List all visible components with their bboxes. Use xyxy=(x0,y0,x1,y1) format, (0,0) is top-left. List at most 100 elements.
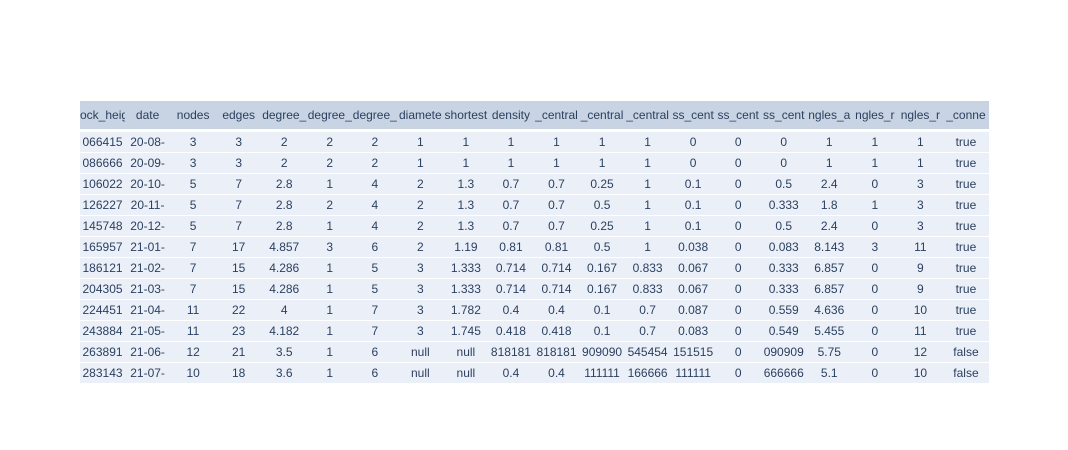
table-cell: 3 xyxy=(170,152,217,174)
table-cell: 2 xyxy=(261,152,308,174)
table-cell: 3 xyxy=(397,278,444,300)
table-cell: 2.4 xyxy=(806,215,852,237)
table-cell: 18 xyxy=(216,362,262,384)
table-cell: 11 xyxy=(170,320,217,342)
table-cell: 3 xyxy=(216,152,262,174)
table-cell: 4 xyxy=(352,173,398,195)
table-cell: 1.3 xyxy=(443,215,489,237)
table-cell: 0.087 xyxy=(670,299,716,321)
table-cell: 20-10- xyxy=(125,173,171,195)
table-cell: 1 xyxy=(624,215,671,237)
table-cell: 0.714 xyxy=(488,278,534,300)
table-cell: 4.857 xyxy=(261,236,308,258)
table-cell: 1 xyxy=(806,152,852,174)
table-cell: 165957 xyxy=(80,236,126,258)
table-cell: 0.7 xyxy=(533,215,580,237)
table-cell: 2 xyxy=(397,173,444,195)
table-cell: 086666 xyxy=(80,152,126,174)
table-cell: 3 xyxy=(897,194,943,216)
table-cell: 0.333 xyxy=(760,194,807,216)
table-cell: 7 xyxy=(216,194,262,216)
table-row: 165957 21-01- 7 17 4.857 3 6 2 1.19 0.81 0.81 0.5 1 0… xyxy=(80,236,989,258)
table-cell: 1 xyxy=(307,257,353,279)
table-cell: 1 xyxy=(851,152,898,174)
table-cell: 0 xyxy=(851,362,898,384)
table-cell: 1.782 xyxy=(443,299,489,321)
table-cell: 21-01- xyxy=(125,236,171,258)
table-cell: 1 xyxy=(307,320,353,342)
table-cell: 1 xyxy=(533,131,580,153)
table-cell: 0.4 xyxy=(533,299,580,321)
data-table: ock_heig date nodes edges degree_ degree_ degr… xyxy=(80,100,989,384)
table-cell: 818181 xyxy=(488,341,534,363)
table-cell: 166666 xyxy=(624,362,671,384)
table-row: 145748 20-12- 5 7 2.8 1 4 2 1.3 0.7 0.7 0.25 1 0.1 0 0.… xyxy=(80,215,989,237)
table-cell: 0 xyxy=(715,278,761,300)
table-cell: 0 xyxy=(851,341,898,363)
data-table-container: ock_heig date nodes edges degree_ degree_ degr… xyxy=(80,100,989,384)
table-cell: 21-06- xyxy=(125,341,171,363)
table-cell: 2 xyxy=(261,131,308,153)
table-cell: null xyxy=(397,362,444,384)
table-cell: 1 xyxy=(806,131,852,153)
table-cell: 2 xyxy=(307,131,353,153)
table-cell: 21-05- xyxy=(125,320,171,342)
table-cell: true xyxy=(942,131,989,153)
column-header: edges xyxy=(216,100,262,130)
table-cell: 0 xyxy=(851,320,898,342)
table-cell: 7 xyxy=(170,236,217,258)
table-cell: 2 xyxy=(352,131,398,153)
table-cell: 4.286 xyxy=(261,257,308,279)
table-cell: 2.8 xyxy=(261,194,308,216)
table-cell: 6 xyxy=(352,236,398,258)
table-cell: 1 xyxy=(624,173,671,195)
table-cell: 0.4 xyxy=(533,362,580,384)
table-cell: 6 xyxy=(352,341,398,363)
table-cell: 151515 xyxy=(670,341,716,363)
column-header: ss_cent xyxy=(670,100,716,130)
table-row: 283143 21-07- 10 18 3.6 1 6 null null 0.4 0.4 11111… xyxy=(80,362,989,384)
table-cell: 0.714 xyxy=(533,278,580,300)
table-cell: 1.19 xyxy=(443,236,489,258)
table-cell: 7 xyxy=(352,299,398,321)
table-cell: 1.3 xyxy=(443,194,489,216)
table-cell: 0.714 xyxy=(533,257,580,279)
table-cell: 0.81 xyxy=(488,236,534,258)
column-header: _central xyxy=(533,100,580,130)
table-cell: 3 xyxy=(397,257,444,279)
table-cell: 1.333 xyxy=(443,278,489,300)
table-cell: 0.418 xyxy=(488,320,534,342)
table-row: 243884 21-05- 11 23 4.182 1 7 3 1.745 0.418 0.418 0… xyxy=(80,320,989,342)
table-cell: 0 xyxy=(715,236,761,258)
table-row: 263891 21-06- 12 21 3.5 1 6 null null 818181 81818… xyxy=(80,341,989,363)
table-cell: 1 xyxy=(307,278,353,300)
table-cell: 1 xyxy=(624,236,671,258)
table-cell: 5.1 xyxy=(806,362,852,384)
table-cell: 2 xyxy=(397,215,444,237)
table-cell: 4.636 xyxy=(806,299,852,321)
column-header: nodes xyxy=(170,100,217,130)
table-cell: 0 xyxy=(715,152,761,174)
table-row: 106022 20-10- 5 7 2.8 1 4 2 1.3 0.7 0.7 0.25 1 0.1 0 0.… xyxy=(80,173,989,195)
column-header: ngles_r xyxy=(851,100,898,130)
table-cell: 1 xyxy=(397,152,444,174)
table-cell: 3.6 xyxy=(261,362,308,384)
table-row: 126227 20-11- 5 7 2.8 2 4 2 1.3 0.7 0.7 0.5 1 0.1 0 0.3… xyxy=(80,194,989,216)
table-cell: 0.067 xyxy=(670,278,716,300)
table-cell: 3 xyxy=(170,131,217,153)
table-cell: 12 xyxy=(897,341,943,363)
table-cell: 20-12- xyxy=(125,215,171,237)
column-header: _central xyxy=(579,100,625,130)
table-cell: 2.8 xyxy=(261,173,308,195)
table-cell: 1 xyxy=(307,215,353,237)
table-cell: 0 xyxy=(670,131,716,153)
table-cell: 5 xyxy=(352,257,398,279)
table-cell: 0.1 xyxy=(670,173,716,195)
table-cell: 0.559 xyxy=(760,299,807,321)
table-cell: true xyxy=(942,257,989,279)
table-cell: 0.1 xyxy=(579,320,625,342)
table-cell: 0 xyxy=(715,299,761,321)
table-cell: 12 xyxy=(170,341,217,363)
table-cell: 1 xyxy=(443,131,489,153)
table-cell: 0.1 xyxy=(670,194,716,216)
